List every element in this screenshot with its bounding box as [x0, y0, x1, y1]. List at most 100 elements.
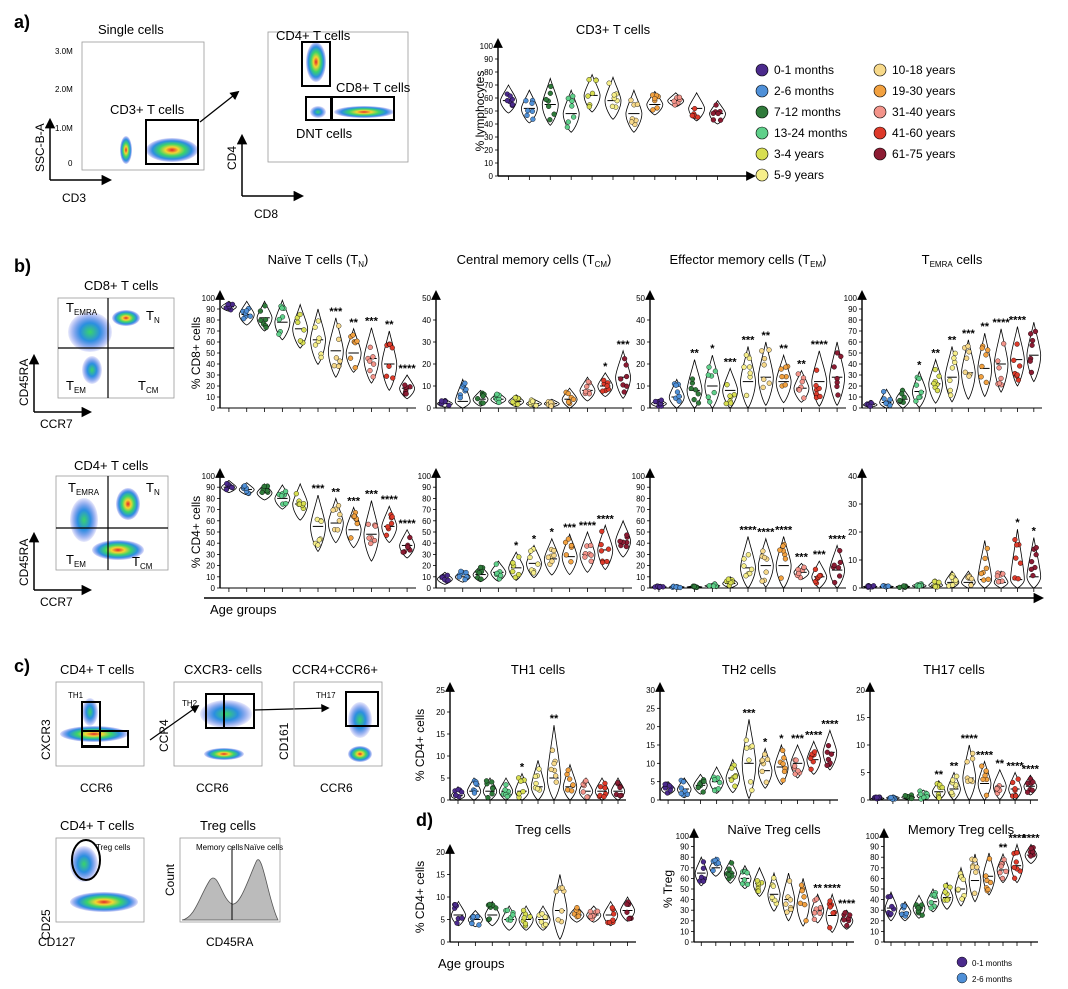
- data-point: [741, 877, 748, 883]
- significance-stars: **: [690, 348, 699, 360]
- significance-stars: ****: [976, 750, 994, 762]
- data-point: [771, 875, 777, 881]
- data-point: [964, 759, 970, 765]
- data-point: [634, 101, 641, 107]
- data-point: [749, 787, 755, 793]
- y-tick-label: 30: [422, 338, 431, 347]
- data-point: [715, 860, 721, 866]
- data-point: [463, 569, 469, 576]
- data-point: [743, 737, 749, 743]
- data-point: [553, 779, 559, 785]
- significance-stars: **: [950, 761, 959, 773]
- q-cm: TCM: [132, 554, 153, 571]
- chart-b_cd8_tn: 0 10 20 30 40 50 60 70 80 90 100 Naïve T cells (TN)…: [189, 252, 416, 413]
- data-point: [611, 911, 617, 917]
- violin: [947, 771, 961, 801]
- memory-cells-label: Memory cells: [196, 843, 243, 852]
- y-tick-label: 40: [422, 539, 431, 548]
- data-point: [814, 367, 820, 373]
- significance-stars: ***: [795, 551, 809, 563]
- data-point: [555, 917, 561, 923]
- data-point: [534, 786, 541, 792]
- data-point: [888, 794, 894, 801]
- data-point: [528, 548, 534, 554]
- data-point: [315, 318, 321, 324]
- significance-stars: ****: [399, 518, 417, 530]
- data-point: [834, 383, 840, 390]
- data-point: [459, 915, 465, 921]
- significance-stars: *: [779, 733, 784, 745]
- data-point: [902, 793, 908, 799]
- data-point: [621, 389, 627, 395]
- violin: [722, 367, 739, 409]
- cd8-axis-label: CD8: [254, 207, 278, 221]
- count-axis-label: Count: [163, 863, 177, 896]
- data-point: [866, 583, 872, 590]
- violin: [829, 544, 845, 589]
- data-point: [972, 857, 978, 863]
- violin: [796, 878, 810, 927]
- data-point: [769, 894, 775, 900]
- data-point: [570, 782, 576, 788]
- data-point: [486, 916, 492, 922]
- data-point: [1001, 341, 1007, 347]
- significance-stars: ***: [563, 522, 577, 534]
- flow-treg-hist-title: Treg cells: [200, 818, 256, 833]
- data-point: [899, 391, 905, 397]
- gate-cd4-label: CD4+ T cells: [276, 28, 351, 43]
- data-point: [617, 784, 623, 791]
- data-point: [462, 380, 468, 386]
- data-point: [759, 768, 765, 775]
- data-point: [569, 98, 575, 104]
- data-point: [671, 98, 677, 104]
- y-tick-label: 0: [853, 584, 858, 593]
- data-point: [786, 878, 793, 884]
- violin: [535, 905, 551, 931]
- data-point: [586, 104, 592, 110]
- data-point: [1028, 566, 1034, 572]
- data-point: [761, 554, 768, 561]
- y-tick-label: 40: [206, 360, 215, 369]
- y-tick-label: 20: [636, 360, 645, 369]
- data-point: [707, 399, 713, 405]
- data-point: [457, 395, 463, 401]
- legend-label: 0-1 months: [774, 63, 834, 77]
- violin: [790, 743, 805, 779]
- data-point: [568, 559, 574, 565]
- cd127-axis-label: CD127: [38, 935, 76, 949]
- y-tick-label: 5: [441, 916, 446, 925]
- data-point: [385, 524, 391, 530]
- q-emra: TEMRA: [66, 300, 98, 317]
- significance-stars: **: [931, 348, 940, 360]
- data-point: [760, 548, 766, 554]
- violin: [472, 564, 489, 583]
- significance-stars: ***: [743, 707, 757, 719]
- data-point: [400, 549, 406, 555]
- data-point: [371, 537, 378, 544]
- y-tick-label: 30: [206, 550, 215, 559]
- data-point: [915, 905, 921, 911]
- data-point: [763, 779, 769, 785]
- data-point: [553, 773, 559, 779]
- data-point: [795, 371, 801, 377]
- violin: [1010, 529, 1025, 589]
- y-tick-label: 100: [676, 832, 690, 841]
- data-point: [621, 356, 628, 362]
- data-point: [257, 308, 264, 314]
- data-point: [480, 393, 486, 399]
- data-point: [529, 108, 535, 114]
- data-point: [676, 393, 682, 399]
- y-tick-label: 0: [211, 404, 216, 413]
- data-point: [564, 124, 570, 130]
- violin: [811, 350, 828, 407]
- y-tick-label: 90: [848, 305, 857, 314]
- y-tick-label: 30: [206, 371, 215, 380]
- data-point: [624, 909, 630, 915]
- data-point: [803, 918, 809, 924]
- violin: [467, 909, 483, 928]
- y-tick-label: 10: [680, 927, 689, 936]
- data-point: [928, 899, 934, 906]
